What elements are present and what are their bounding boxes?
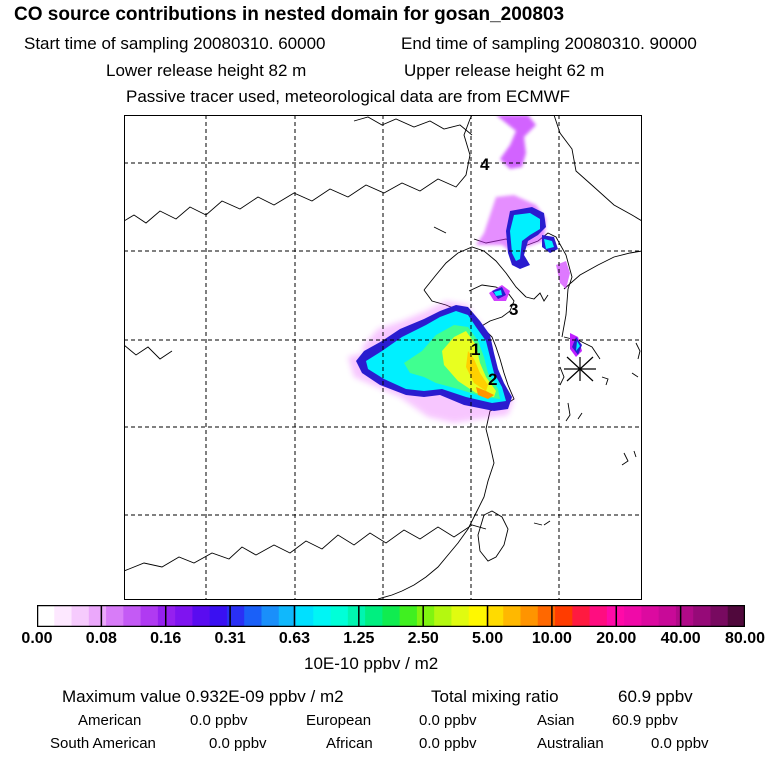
colorbar-cell bbox=[572, 605, 591, 627]
marker-1: 1 bbox=[471, 340, 480, 359]
colorbar-cell bbox=[520, 605, 539, 627]
colorbar-tick-label: 10.00 bbox=[531, 630, 572, 647]
marker-2: 2 bbox=[488, 370, 497, 389]
colorbar-cell bbox=[416, 605, 435, 627]
colorbar-cell bbox=[37, 605, 55, 627]
colorbar-cell bbox=[313, 605, 332, 627]
colorbar-cell bbox=[330, 605, 349, 627]
region-value: 0.0 ppbv bbox=[209, 735, 267, 752]
colorbar-tick-label: 0.08 bbox=[85, 630, 117, 647]
graticule bbox=[124, 115, 642, 600]
colorbar-tick-label: 0.63 bbox=[278, 630, 311, 647]
colorbar-cell bbox=[675, 605, 694, 627]
total-mixing-value: 60.9 ppbv bbox=[618, 687, 693, 706]
region-name: American bbox=[78, 712, 142, 729]
region-name: South American bbox=[50, 735, 156, 752]
colorbar-tick-label: 0.00 bbox=[21, 630, 53, 647]
colorbar-tick-label: 5.00 bbox=[471, 630, 504, 647]
colorbar-cell bbox=[123, 605, 142, 627]
colorbar-cell bbox=[485, 605, 504, 627]
region-value: 0.0 ppbv bbox=[190, 712, 248, 729]
region-name: African bbox=[326, 735, 373, 752]
colorbar-tick-label: 80.00 bbox=[724, 630, 766, 647]
colorbar-cell bbox=[503, 605, 522, 627]
lower-release-label: Lower release height 82 m bbox=[106, 61, 307, 80]
colorbar-cell bbox=[106, 605, 124, 627]
receptor-star-icon bbox=[564, 356, 596, 382]
colorbar-tick-label: 20.00 bbox=[596, 630, 637, 647]
region-value: 0.0 ppbv bbox=[651, 735, 709, 752]
colorbar-cell bbox=[278, 605, 297, 627]
end-time-label: End time of sampling 20080310. 90000 bbox=[401, 34, 697, 53]
colorbar-cell bbox=[157, 605, 176, 627]
colorbar-cell bbox=[693, 605, 712, 627]
colorbar-cell bbox=[88, 605, 107, 627]
colorbar-cell bbox=[140, 605, 159, 627]
colorbar-cell bbox=[468, 605, 487, 627]
colorbar-tick-label: 2.50 bbox=[407, 630, 439, 647]
colorbar-cell bbox=[54, 605, 73, 627]
colorbar-cell bbox=[261, 605, 280, 627]
marker-4: 4 bbox=[480, 155, 490, 174]
colorbar-cell bbox=[451, 605, 470, 627]
plume bbox=[348, 115, 582, 423]
region-name: European bbox=[306, 712, 372, 729]
region-value: 0.0 ppbv bbox=[419, 735, 477, 752]
colorbar-cell bbox=[365, 605, 383, 627]
colorbar-cell bbox=[537, 605, 556, 627]
colorbar-cell bbox=[589, 605, 608, 627]
tracer-note: Passive tracer used, meteorological data… bbox=[126, 87, 571, 106]
region-value: 0.0 ppbv bbox=[419, 712, 477, 729]
colorbar-cell bbox=[399, 605, 418, 627]
colorbar-tick-label: 0.31 bbox=[214, 630, 246, 647]
colorbar-cell bbox=[226, 605, 245, 627]
region-value: 60.9 ppbv bbox=[612, 712, 678, 729]
colorbar-cell bbox=[434, 605, 453, 627]
map-frame bbox=[124, 115, 642, 600]
map-panel: 4 3 1 2 bbox=[124, 115, 642, 600]
start-time-label: Start time of sampling 20080310. 60000 bbox=[24, 34, 326, 53]
colorbar bbox=[37, 605, 745, 627]
max-value-label: Maximum value 0.932E-09 ppbv / m2 bbox=[62, 687, 344, 706]
colorbar-cell bbox=[624, 605, 642, 627]
colorbar-tick-label: 0.16 bbox=[150, 630, 182, 647]
colorbar-cell bbox=[710, 605, 729, 627]
colorbar-cell bbox=[209, 605, 228, 627]
colorbar-cell bbox=[347, 605, 366, 627]
colorbar-cell bbox=[555, 605, 573, 627]
total-mixing-label: Total mixing ratio bbox=[431, 687, 559, 706]
plot-title: CO source contributions in nested domain… bbox=[14, 4, 565, 25]
colorbar-cell bbox=[658, 605, 677, 627]
marker-3: 3 bbox=[509, 300, 518, 319]
colorbar-unit: 10E-10 ppbv / m2 bbox=[304, 654, 439, 673]
colorbar-cell bbox=[296, 605, 314, 627]
region-name: Asian bbox=[537, 712, 575, 729]
colorbar-tick-label: 1.25 bbox=[343, 630, 375, 647]
colorbar-cell bbox=[382, 605, 401, 627]
colorbar-cell bbox=[641, 605, 660, 627]
colorbar-cell bbox=[244, 605, 263, 627]
upper-release-label: Upper release height 62 m bbox=[404, 61, 605, 80]
colorbar-cell bbox=[192, 605, 211, 627]
colorbar-cell bbox=[727, 605, 745, 627]
colorbar-cell bbox=[71, 605, 90, 627]
region-name: Australian bbox=[537, 735, 604, 752]
colorbar-cell bbox=[175, 605, 194, 627]
colorbar-tick-label: 40.00 bbox=[660, 630, 701, 647]
